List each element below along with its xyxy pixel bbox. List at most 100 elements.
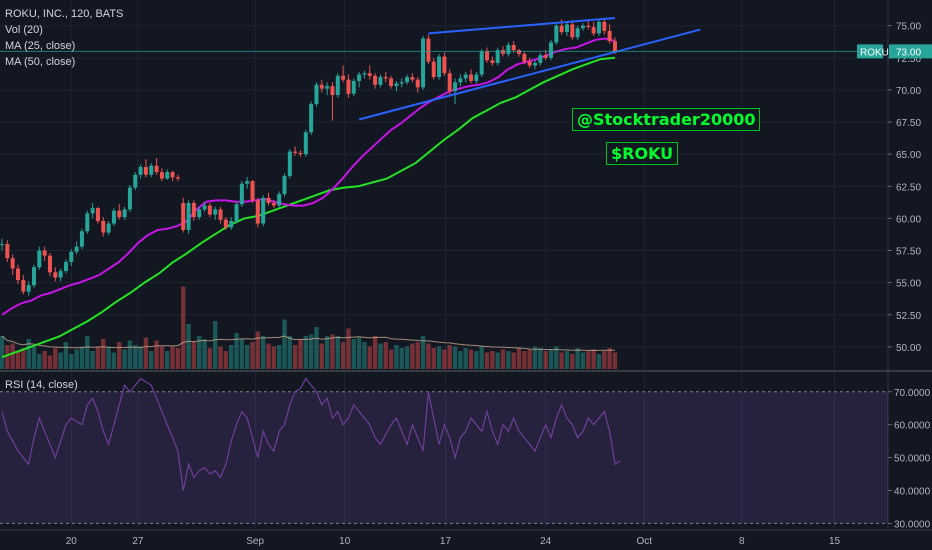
- candle-body: [213, 209, 218, 215]
- volume-bar: [159, 346, 165, 369]
- volume-bar: [154, 340, 159, 369]
- candle-body: [580, 25, 585, 29]
- volume-bar: [591, 349, 596, 369]
- candle-body: [53, 272, 58, 278]
- candle-body: [255, 200, 260, 224]
- volume-bar: [79, 346, 85, 369]
- volume-bar: [127, 340, 133, 369]
- candle-body: [207, 205, 212, 215]
- volume-bar: [47, 355, 53, 369]
- candle-body: [309, 104, 314, 133]
- volume-bar: [484, 352, 490, 369]
- volume-bar: [276, 345, 282, 369]
- candle-body: [586, 25, 591, 27]
- candle-body: [282, 176, 287, 194]
- price-tick-label: 65.00: [896, 150, 921, 161]
- volume-bar: [213, 321, 218, 369]
- candle-body: [469, 74, 474, 81]
- candle-body: [250, 181, 255, 201]
- candle-body: [106, 223, 111, 233]
- candle-body: [58, 271, 63, 278]
- volume-bar: [191, 342, 197, 369]
- volume-bar: [479, 346, 484, 369]
- volume-bar: [101, 339, 106, 369]
- candle-body: [479, 51, 484, 75]
- volume-bar: [228, 345, 234, 369]
- chart-legend: ROKU, INC., 120, BATS Vol (20) MA (25, c…: [5, 6, 123, 70]
- candle-body: [37, 250, 42, 268]
- candle-body: [218, 209, 223, 220]
- candle-body: [202, 205, 207, 210]
- time-tick-label: 15: [829, 536, 841, 547]
- volume-bar: [346, 328, 351, 369]
- candle-body: [346, 79, 351, 94]
- time-tick-label: 8: [739, 536, 745, 547]
- candle-body: [548, 42, 553, 58]
- rsi-label: RSI (14, close): [5, 379, 78, 391]
- volume-bar: [218, 346, 223, 369]
- candle-body: [405, 77, 410, 83]
- volume-bar: [559, 352, 564, 369]
- candle-body: [143, 167, 148, 175]
- volume-bar: [431, 348, 436, 369]
- volume-bar: [266, 343, 271, 369]
- volume-bar: [287, 336, 293, 369]
- volume-bar: [340, 342, 346, 369]
- candle-body: [378, 77, 383, 85]
- candle-body: [554, 25, 559, 43]
- volume-bar: [223, 351, 229, 369]
- volume-bar: [197, 336, 202, 369]
- volume-bar: [165, 351, 170, 369]
- candle-body: [458, 78, 463, 83]
- legend-ma25: MA (25, close): [5, 40, 76, 52]
- rsi-tick-label: 50.0000: [894, 454, 931, 465]
- volume-bar: [570, 354, 575, 369]
- price-tick-label: 70.00: [896, 86, 921, 97]
- candle-body: [527, 61, 532, 66]
- volume-bar: [463, 348, 468, 369]
- volume-bar: [10, 343, 15, 369]
- candle-body: [101, 220, 106, 233]
- volume-bar: [271, 346, 277, 369]
- volume-bar: [31, 346, 37, 369]
- volume-bar: [37, 354, 42, 369]
- candle-body: [453, 82, 458, 92]
- volume-bar: [596, 354, 602, 369]
- volume-bar: [548, 349, 554, 369]
- volume-bar: [308, 334, 314, 369]
- volume-bar: [495, 352, 500, 369]
- candle-body: [533, 62, 537, 66]
- ticker-annotation: $ROKU: [606, 142, 679, 165]
- candle-body: [474, 74, 479, 81]
- volume-bar: [367, 346, 372, 369]
- candle-body: [117, 210, 122, 218]
- volume-bar: [538, 348, 543, 369]
- price-tick-label: 60.00: [896, 214, 921, 225]
- candle-body: [15, 268, 20, 281]
- candle-body: [223, 219, 228, 228]
- candle-body: [79, 231, 84, 247]
- rsi-band: [0, 391, 888, 524]
- volume-bar: [239, 339, 245, 369]
- volume-bar: [186, 324, 191, 369]
- handle-annotation: @Stocktrader20000: [572, 108, 761, 131]
- volume-bar: [532, 346, 538, 369]
- volume-bar: [95, 346, 101, 369]
- candle-body: [351, 80, 356, 94]
- last-price-value: 73.00: [896, 47, 921, 58]
- volume-bar: [69, 354, 74, 369]
- volume-bar: [575, 348, 580, 369]
- volume-bar: [244, 345, 250, 369]
- volume-bar: [117, 342, 122, 369]
- candle-body: [127, 187, 132, 210]
- candle-body: [234, 204, 239, 221]
- volume-bar: [388, 349, 394, 369]
- price-tick-label: 52.50: [896, 311, 921, 322]
- candle-body: [293, 151, 298, 153]
- candle-body: [74, 246, 79, 252]
- candle-body: [591, 26, 596, 34]
- candle-body: [191, 202, 196, 218]
- volume-bar: [15, 351, 21, 369]
- price-tick-label: 57.50: [896, 247, 921, 258]
- volume-bar: [506, 351, 511, 369]
